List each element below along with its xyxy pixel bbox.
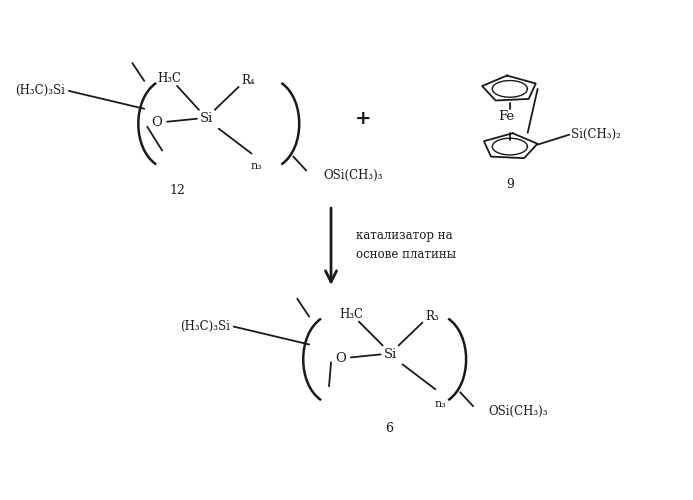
Text: катализатор на
основе платины: катализатор на основе платины	[356, 229, 456, 261]
Text: OSi(CH₃)₃: OSi(CH₃)₃	[488, 404, 547, 417]
Text: O: O	[335, 352, 346, 365]
Text: O: O	[152, 116, 163, 129]
Text: 9: 9	[506, 178, 514, 191]
Text: R₃: R₃	[426, 310, 439, 323]
Text: H₃C: H₃C	[339, 308, 363, 321]
Text: Si(CH₃)₂: Si(CH₃)₂	[572, 128, 622, 141]
Text: n₃: n₃	[251, 162, 263, 172]
Text: Si: Si	[200, 112, 213, 125]
Text: n₃: n₃	[435, 399, 446, 409]
Text: R₄: R₄	[242, 74, 256, 88]
Text: Fe: Fe	[498, 110, 514, 123]
Text: (H₃C)₃Si: (H₃C)₃Si	[179, 320, 229, 333]
Text: H₃C: H₃C	[157, 72, 181, 86]
Text: Si: Si	[384, 348, 397, 361]
Text: (H₃C)₃Si: (H₃C)₃Si	[15, 84, 65, 98]
Text: +: +	[355, 110, 371, 128]
Text: 6: 6	[385, 422, 393, 436]
Text: OSi(CH₃)₃: OSi(CH₃)₃	[323, 169, 383, 182]
Text: 12: 12	[169, 184, 185, 197]
